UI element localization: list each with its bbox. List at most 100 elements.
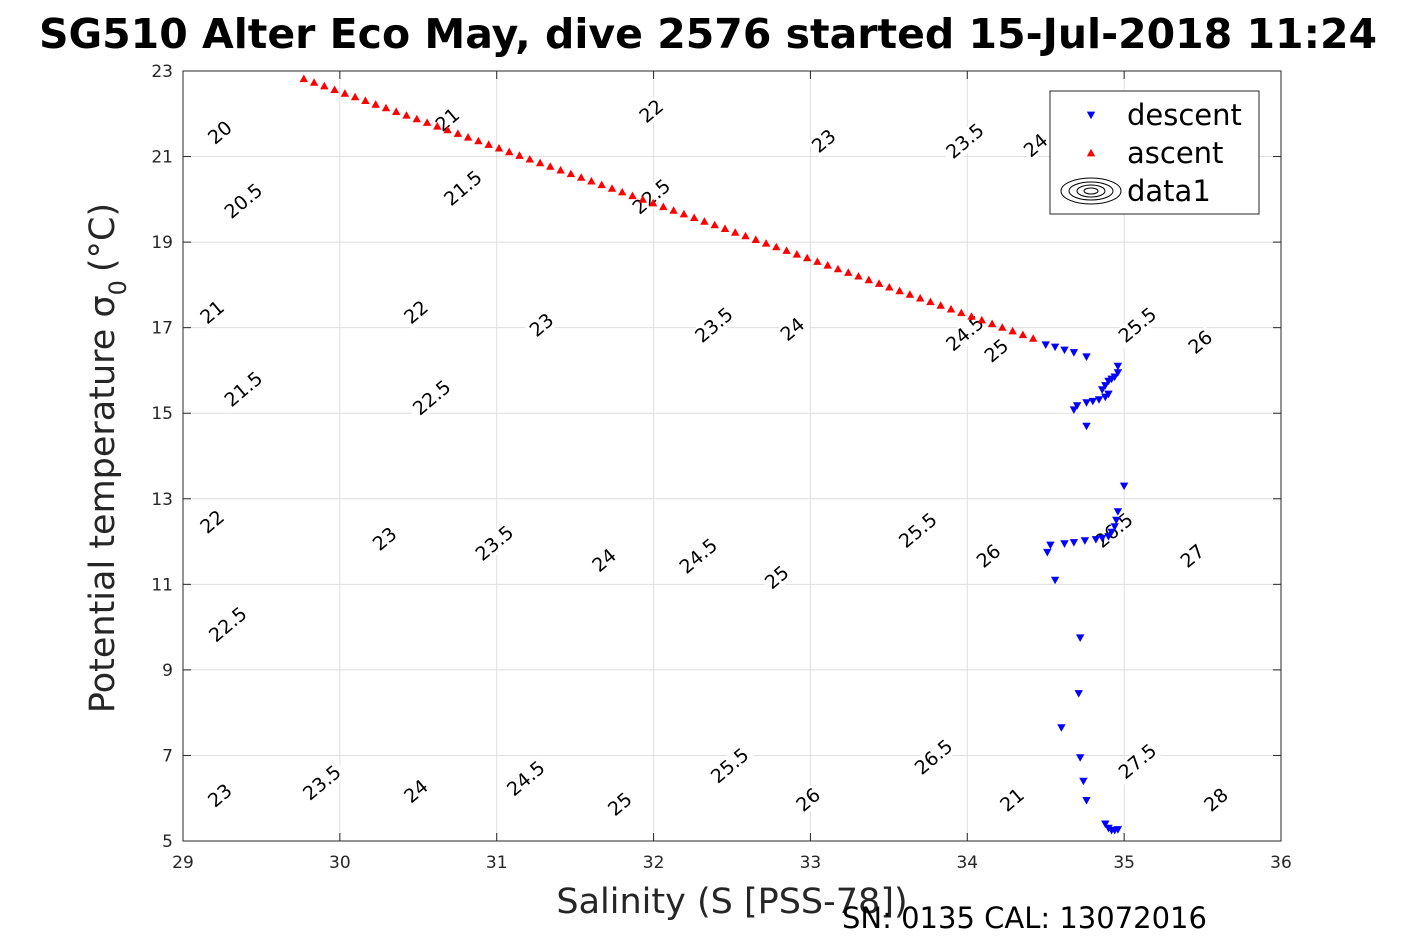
contour-label-bg bbox=[195, 295, 230, 330]
ascent-point bbox=[350, 92, 360, 101]
ascent-point bbox=[340, 89, 350, 97]
ascent-point bbox=[566, 169, 576, 178]
ascent-point bbox=[679, 209, 689, 218]
ascent-point bbox=[546, 162, 555, 170]
contour-label-bg bbox=[202, 601, 254, 649]
ascent-point bbox=[453, 129, 463, 137]
descent-point bbox=[1069, 349, 1079, 357]
ascent-point bbox=[299, 74, 308, 83]
ascent-point bbox=[463, 133, 473, 141]
ascent-point bbox=[422, 118, 432, 126]
descent-point bbox=[1119, 482, 1129, 491]
axes-box bbox=[182, 70, 1282, 842]
contour-label-bg bbox=[704, 742, 756, 790]
descent-point bbox=[1101, 393, 1110, 402]
contour-label-bg bbox=[791, 783, 826, 817]
contour-label-bg bbox=[1175, 539, 1210, 574]
legend-marker-descent bbox=[1086, 111, 1096, 120]
descent-point bbox=[1107, 528, 1116, 537]
legend-marker-data1 bbox=[1083, 187, 1099, 195]
ascent-point bbox=[844, 268, 853, 276]
y-tick-label: 7 bbox=[162, 746, 173, 766]
contour-label-bg bbox=[775, 312, 810, 347]
ascent-point bbox=[987, 319, 997, 328]
ascent-point bbox=[412, 114, 421, 123]
contour-label-bg bbox=[939, 117, 991, 166]
contour-label-bg bbox=[892, 506, 944, 555]
legend[interactable]: descent ascent data1 bbox=[1049, 90, 1260, 215]
ascent-point bbox=[638, 195, 647, 203]
legend-entry-data1: data1 bbox=[1127, 174, 1211, 208]
contour-label-bg bbox=[939, 310, 991, 358]
chart-title: SG510 Alter Eco May, dive 2576 started 1… bbox=[39, 10, 1377, 58]
ascent-point bbox=[946, 304, 956, 313]
ascent-point bbox=[854, 272, 863, 280]
descent-point bbox=[1076, 754, 1085, 762]
y-tick-label: 13 bbox=[151, 490, 173, 510]
ascent-point bbox=[320, 81, 329, 90]
y-axis-label-subscript: 0 bbox=[104, 280, 132, 295]
descent-point bbox=[1098, 386, 1107, 394]
ascent-point bbox=[1029, 334, 1038, 342]
ascent-point bbox=[628, 191, 637, 200]
x-tick-label: 32 bbox=[643, 853, 665, 873]
descent-point bbox=[1041, 341, 1050, 349]
ascent-point bbox=[577, 173, 586, 181]
footnote-serial-cal: SN: 0135 CAL: 13072016 bbox=[842, 901, 1207, 935]
ascent-point bbox=[1018, 330, 1028, 339]
descent-point bbox=[1110, 523, 1119, 531]
ascent-point bbox=[761, 239, 771, 247]
descent-point bbox=[1079, 777, 1088, 786]
descent-point bbox=[1113, 369, 1123, 377]
contour-label-bg bbox=[296, 759, 348, 807]
ascent-point bbox=[309, 78, 319, 86]
descent-point bbox=[1088, 397, 1097, 406]
ascent-point bbox=[690, 213, 699, 221]
contour-label-bg bbox=[626, 173, 678, 221]
y-tick-label: 23 bbox=[151, 62, 173, 82]
descent-point bbox=[1113, 508, 1123, 516]
descent-point bbox=[1082, 399, 1091, 407]
y-axis-label-group: Potential temperature σ0 (°C) bbox=[83, 203, 132, 713]
ascent-point bbox=[505, 147, 514, 156]
ascent-point bbox=[885, 283, 894, 291]
ascent-point bbox=[977, 315, 986, 324]
ascent-point bbox=[1008, 326, 1017, 335]
legend-marker-data1 bbox=[1068, 181, 1114, 201]
contour-label-bg bbox=[1018, 129, 1054, 163]
ascent-point bbox=[813, 257, 822, 265]
ascent-point bbox=[803, 253, 812, 262]
x-tick-label: 29 bbox=[172, 853, 194, 873]
contour-label-bg bbox=[203, 116, 238, 150]
ascent-point bbox=[381, 103, 391, 112]
descent-point bbox=[1076, 634, 1085, 642]
ascent-point bbox=[710, 220, 719, 229]
contour-label-bg bbox=[995, 783, 1030, 817]
ascent-point bbox=[741, 231, 750, 240]
ascent-point bbox=[474, 136, 483, 145]
descent-point bbox=[1080, 537, 1090, 545]
contour-label-bg bbox=[406, 374, 458, 422]
contour-label-bg bbox=[218, 365, 270, 414]
ascent-point bbox=[916, 293, 925, 302]
legend-marker-ascent bbox=[1086, 148, 1096, 157]
contour-label-bg bbox=[203, 779, 238, 813]
ascent-point bbox=[648, 198, 658, 207]
x-tick-label: 30 bbox=[329, 853, 351, 873]
y-tick-label: 17 bbox=[151, 319, 173, 339]
descent-point bbox=[1050, 576, 1060, 585]
ascent-point bbox=[998, 323, 1007, 331]
y-axis-label: Potential temperature σ0 (°C) bbox=[83, 203, 132, 713]
x-tick-label: 31 bbox=[486, 853, 508, 873]
ascent-point bbox=[433, 122, 442, 130]
ascent-point bbox=[484, 140, 493, 148]
ascent-point bbox=[967, 312, 976, 320]
contour-label-bg bbox=[971, 539, 1007, 574]
descent-point bbox=[1101, 820, 1110, 829]
ascent-point bbox=[782, 246, 791, 254]
y-tick-label: 15 bbox=[151, 404, 173, 424]
y-axis-label-unit: (°C) bbox=[83, 203, 123, 272]
ascent-point bbox=[731, 228, 740, 236]
descent-point bbox=[1060, 540, 1069, 548]
